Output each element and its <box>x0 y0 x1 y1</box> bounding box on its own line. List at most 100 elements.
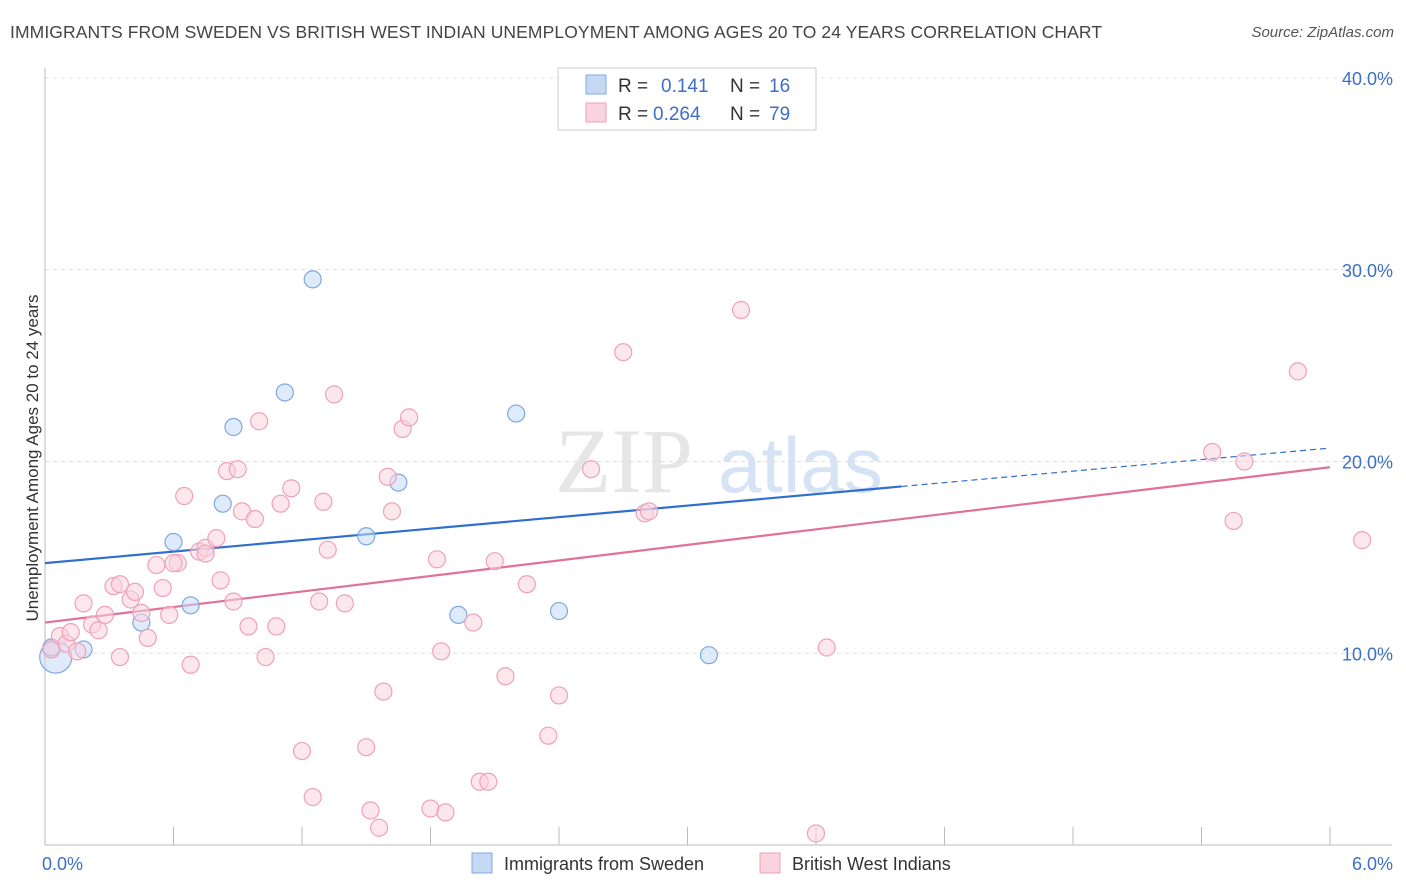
bwi-point-70 <box>806 824 826 843</box>
bwi-point-47 <box>370 818 389 837</box>
bwi-point-56 <box>436 803 455 822</box>
legend-swatch-bwi <box>585 102 607 123</box>
y-tick-labels: 10.0% 20.0% 30.0% 40.0% <box>1342 69 1393 664</box>
sweden-point-4 <box>181 596 200 615</box>
legend-n-value-2: 79 <box>769 104 790 125</box>
bwi-trend-line <box>44 466 1331 624</box>
bwi-point-73 <box>1224 511 1243 531</box>
sweden-point-9 <box>357 527 376 546</box>
bwi-point-49 <box>378 467 397 486</box>
sweden-trend-line <box>44 485 902 565</box>
bwi-point-75 <box>1288 362 1307 381</box>
bwi-point-55 <box>432 642 451 661</box>
y-axis-label: Unemployment Among Ages 20 to 24 years <box>23 295 42 622</box>
watermark-atlas: atlas <box>718 421 883 509</box>
sweden-point-14 <box>699 646 719 665</box>
y-tick-label-30: 30.0% <box>1342 261 1393 281</box>
bwi-point-7 <box>89 621 108 640</box>
bwi-point-36 <box>271 494 290 513</box>
bwi-point-24 <box>196 544 215 563</box>
data-points <box>39 111 1372 843</box>
bwi-point-52 <box>399 408 419 427</box>
y-tick-label-20: 20.0% <box>1342 453 1393 473</box>
bwi-point-62 <box>517 575 536 594</box>
trend-lines <box>44 447 1331 624</box>
bwi-point-76 <box>1353 531 1372 550</box>
x-tick-label-max: 6.0% <box>1352 854 1393 874</box>
bwi-point-63 <box>539 726 558 745</box>
bwi-point-32 <box>245 509 264 529</box>
bottom-legend-swatch-sweden <box>471 852 493 874</box>
bwi-point-78 <box>164 554 183 573</box>
bwi-point-53 <box>421 799 440 818</box>
bwi-point-46 <box>361 801 380 820</box>
bwi-point-8 <box>95 605 115 625</box>
bwi-point-29 <box>228 460 247 479</box>
sweden-point-12 <box>507 404 526 423</box>
bwi-point-72 <box>1203 442 1222 462</box>
legend-r-label-1: R = <box>618 76 648 97</box>
bwi-point-17 <box>153 578 172 598</box>
bwi-point-13 <box>125 582 145 601</box>
legend-r-value-1: 0.141 <box>661 76 709 97</box>
sweden-trend-extension <box>901 447 1331 488</box>
legend-r-value-2: 0.264 <box>653 104 701 125</box>
bwi-point-31 <box>239 617 258 636</box>
bwi-point-25 <box>207 529 226 548</box>
bottom-legend: Immigrants from Sweden British West Indi… <box>471 852 951 874</box>
bwi-point-5 <box>74 594 93 613</box>
bwi-point-48 <box>374 682 393 701</box>
bwi-point-4 <box>68 642 87 661</box>
bwi-point-38 <box>292 741 312 761</box>
chart-title: IMMIGRANTS FROM SWEDEN VS BRITISH WEST I… <box>10 22 1103 42</box>
bottom-legend-swatch-bwi <box>759 852 781 874</box>
bwi-point-10 <box>110 575 130 594</box>
bwi-point-26 <box>211 571 230 590</box>
bwi-point-15 <box>138 628 157 648</box>
sweden-point-13 <box>549 601 569 621</box>
sweden-point-8 <box>303 270 322 289</box>
bwi-point-34 <box>256 647 275 667</box>
bwi-point-60 <box>485 552 504 571</box>
bwi-point-64 <box>549 686 569 705</box>
bwi-point-18 <box>160 605 179 625</box>
bwi-point-45 <box>357 738 376 757</box>
bwi-point-43 <box>325 385 344 404</box>
legend-n-value-1: 16 <box>769 76 790 97</box>
bwi-point-40 <box>310 592 329 611</box>
bwi-point-42 <box>318 540 337 559</box>
bwi-point-57 <box>464 613 483 632</box>
bwi-point-65 <box>582 460 601 479</box>
legend-n-label-2: N = <box>730 104 760 125</box>
bwi-point-61 <box>496 667 515 686</box>
bwi-point-68 <box>731 300 751 320</box>
bwi-point-71 <box>817 638 836 657</box>
legend-r-label-2: R = <box>618 104 648 125</box>
bwi-point-3 <box>61 623 80 642</box>
bwi-point-44 <box>335 594 354 613</box>
legend-n-label-1: N = <box>730 76 760 97</box>
sweden-point-6 <box>224 417 243 437</box>
bwi-point-16 <box>147 555 166 575</box>
sweden-point-5 <box>213 494 232 513</box>
grid-lines <box>45 77 1392 654</box>
bwi-point-35 <box>267 617 286 636</box>
bwi-point-14 <box>132 603 151 623</box>
x-tick-label-min: 0.0% <box>42 854 83 874</box>
source-label: Source: ZipAtlas.com <box>1251 24 1394 41</box>
sweden-point-11 <box>449 605 468 625</box>
sweden-point-3 <box>164 532 183 552</box>
bwi-point-11 <box>110 647 130 667</box>
bwi-point-20 <box>175 486 194 506</box>
bwi-point-37 <box>282 479 301 498</box>
bwi-point-54 <box>427 550 447 569</box>
bwi-point-77 <box>639 502 659 521</box>
bwi-point-66 <box>614 343 633 362</box>
bottom-legend-label-bwi: British West Indians <box>792 854 951 874</box>
top-legend: R = 0.141 N = 16 R = 0.264 N = 79 <box>557 67 817 131</box>
bwi-point-28 <box>224 592 243 611</box>
bwi-point-21 <box>181 655 200 674</box>
bwi-point-39 <box>303 787 322 807</box>
y-tick-label-10: 10.0% <box>1342 644 1393 664</box>
